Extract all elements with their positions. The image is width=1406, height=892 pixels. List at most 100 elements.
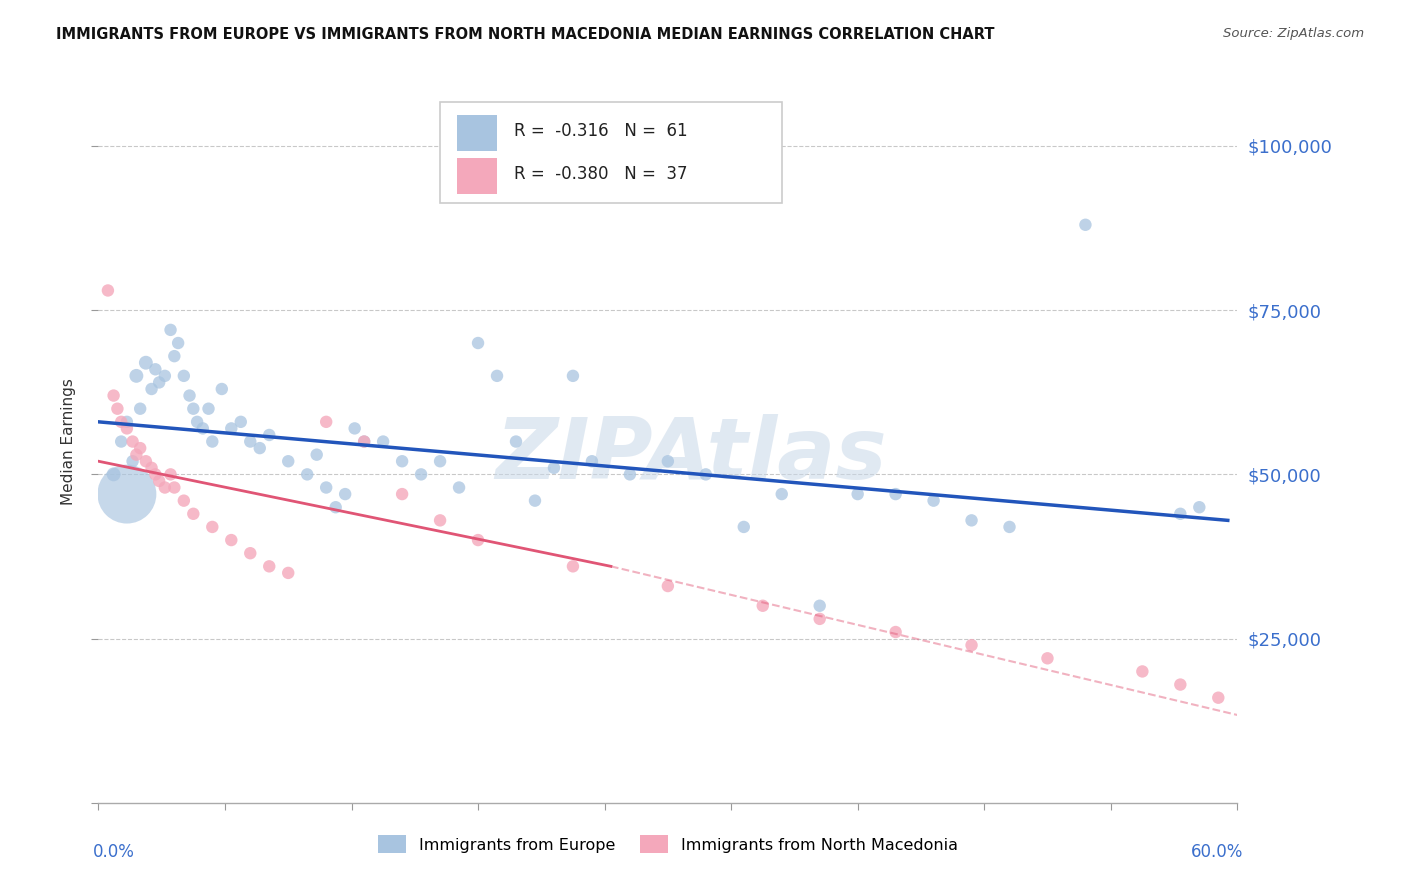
Point <box>110 415 132 429</box>
Point <box>657 579 679 593</box>
Point <box>353 434 375 449</box>
Text: ZIPAtlas: ZIPAtlas <box>495 415 886 498</box>
Point <box>129 441 152 455</box>
Point <box>115 421 138 435</box>
Point <box>145 362 167 376</box>
Y-axis label: Median Earnings: Median Earnings <box>60 378 76 505</box>
Point <box>325 500 347 515</box>
Point <box>1132 665 1154 679</box>
Point <box>221 421 243 435</box>
Text: 0.0%: 0.0% <box>93 843 135 861</box>
Point <box>239 434 262 449</box>
Point <box>371 434 394 449</box>
Point <box>179 388 201 402</box>
Point <box>125 368 148 383</box>
Point <box>141 382 163 396</box>
Point <box>752 599 775 613</box>
Point <box>141 460 163 475</box>
Point <box>125 448 148 462</box>
Point <box>543 460 565 475</box>
Point <box>315 415 337 429</box>
Point <box>305 448 328 462</box>
Point <box>277 566 299 580</box>
Point <box>103 388 125 402</box>
Point <box>103 467 125 482</box>
Point <box>183 401 205 416</box>
Point <box>733 520 755 534</box>
Point <box>562 368 585 383</box>
Point <box>211 382 233 396</box>
Point <box>153 368 176 383</box>
Text: IMMIGRANTS FROM EUROPE VS IMMIGRANTS FROM NORTH MACEDONIA MEDIAN EARNINGS CORREL: IMMIGRANTS FROM EUROPE VS IMMIGRANTS FRO… <box>56 27 994 42</box>
Point <box>1170 677 1192 691</box>
Point <box>960 513 983 527</box>
Point <box>135 356 157 370</box>
Point <box>201 434 224 449</box>
Point <box>163 349 186 363</box>
Point <box>197 401 219 416</box>
Point <box>159 467 181 482</box>
Point <box>411 467 433 482</box>
Point <box>770 487 793 501</box>
Point <box>145 467 167 482</box>
Point <box>121 434 143 449</box>
Point <box>449 481 471 495</box>
Point <box>153 481 176 495</box>
Point <box>121 454 143 468</box>
Point <box>846 487 869 501</box>
Point <box>486 368 509 383</box>
Point <box>221 533 243 547</box>
Point <box>129 401 152 416</box>
Point <box>343 421 366 435</box>
Point <box>239 546 262 560</box>
Point <box>183 507 205 521</box>
Point <box>808 599 831 613</box>
Point <box>353 434 375 449</box>
Point <box>505 434 527 449</box>
Point <box>1170 507 1192 521</box>
Point <box>695 467 717 482</box>
Point <box>1208 690 1230 705</box>
Point <box>297 467 319 482</box>
Point <box>1036 651 1059 665</box>
Point <box>884 625 907 640</box>
Point <box>1074 218 1097 232</box>
Legend: Immigrants from Europe, Immigrants from North Macedonia: Immigrants from Europe, Immigrants from … <box>371 829 965 860</box>
Point <box>391 454 413 468</box>
Bar <box>457 158 498 194</box>
Text: R =  -0.380   N =  37: R = -0.380 N = 37 <box>515 165 688 183</box>
Point <box>657 454 679 468</box>
Point <box>115 415 138 429</box>
Point <box>524 493 547 508</box>
Point <box>960 638 983 652</box>
Point <box>1188 500 1211 515</box>
Point <box>167 336 190 351</box>
Point <box>159 323 181 337</box>
Point <box>581 454 603 468</box>
Text: 60.0%: 60.0% <box>1191 843 1243 861</box>
Point <box>315 481 337 495</box>
Point <box>922 493 945 508</box>
Point <box>259 559 281 574</box>
Point <box>173 493 195 508</box>
Point <box>429 513 451 527</box>
Point <box>249 441 271 455</box>
Bar <box>457 115 498 151</box>
Point <box>229 415 252 429</box>
Point <box>173 368 195 383</box>
Point <box>429 454 451 468</box>
Point <box>148 376 170 390</box>
Point <box>562 559 585 574</box>
Point <box>277 454 299 468</box>
Point <box>186 415 208 429</box>
Text: Source: ZipAtlas.com: Source: ZipAtlas.com <box>1223 27 1364 40</box>
Point <box>884 487 907 501</box>
Point <box>391 487 413 501</box>
Point <box>619 467 641 482</box>
Point <box>808 612 831 626</box>
Point <box>107 401 129 416</box>
Point <box>259 428 281 442</box>
Point <box>110 434 132 449</box>
Text: R =  -0.316   N =  61: R = -0.316 N = 61 <box>515 122 688 140</box>
Point <box>467 533 489 547</box>
